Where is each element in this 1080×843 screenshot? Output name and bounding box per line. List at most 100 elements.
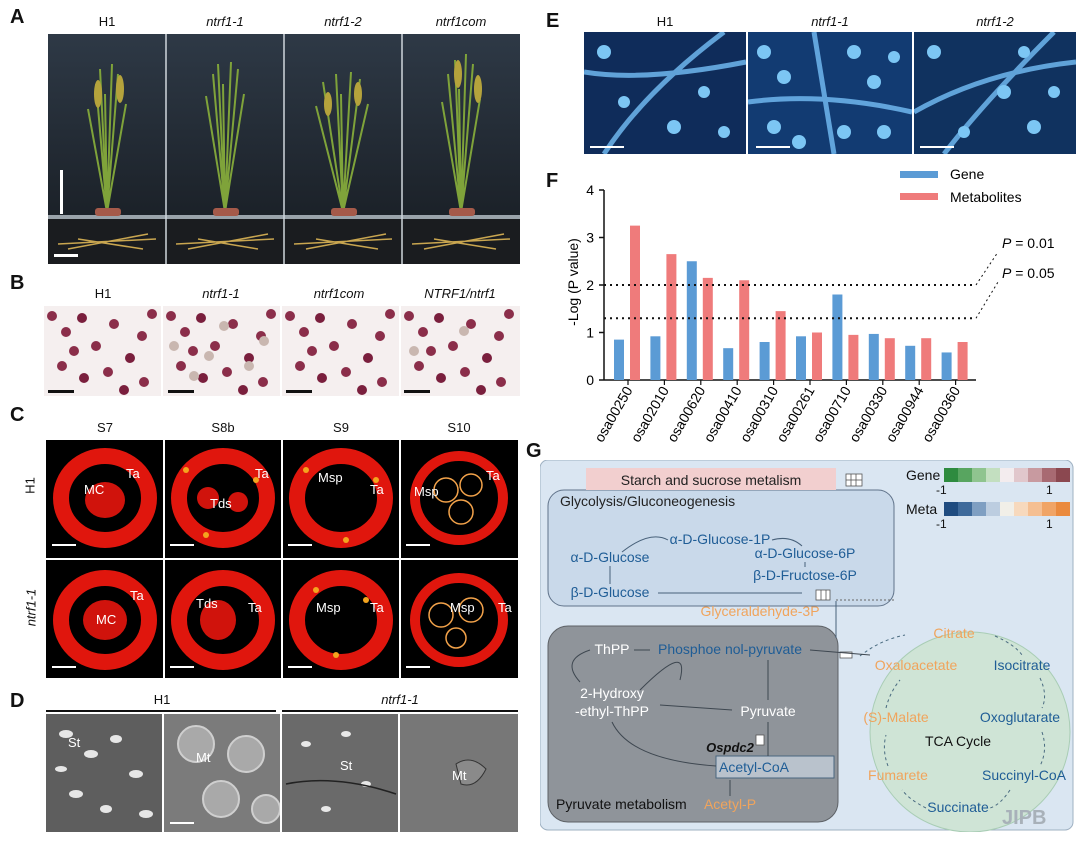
c-cell-label-ta: Ta	[498, 600, 512, 615]
g-journal-watermark: JIPB	[1002, 807, 1046, 829]
c-stage-s10: S10	[447, 420, 471, 435]
g-node-pyruvate: Pyruvate	[740, 703, 795, 719]
g-node-beta-glucose: β-D-Glucose	[571, 584, 650, 600]
d-label-st: St	[68, 735, 81, 750]
b-col-ntrf1com: ntrf1com	[313, 286, 365, 301]
a-col-ntrf1-2: ntrf1-2	[324, 14, 362, 29]
c-cell-label-mc: MC	[84, 482, 105, 497]
g-legend-gene-label: Gene	[906, 467, 940, 483]
panel-label-g: G	[526, 440, 542, 462]
b-scale-bar-1	[48, 390, 74, 393]
f-bar-gene-osa00620	[686, 261, 697, 380]
g-acetyl-coa-box	[715, 755, 835, 779]
g-node-pep: Phosphoe nol-pyruvate	[658, 641, 802, 657]
g-pyruvate-metabolism-label: Pyruvate metabolism	[556, 796, 687, 812]
f-bar-metabolites-osa00261	[812, 332, 822, 380]
g-node-acetyl-p: Acetyl-P	[704, 796, 756, 812]
f-bar-metabolites-osa00944	[921, 338, 932, 380]
g-legend-meta-max: 1	[1046, 517, 1053, 531]
d-label-st: St	[340, 758, 353, 773]
g-node-ospdc2: Ospdc2	[706, 740, 754, 755]
g-node-beta-fructose-6p: β-D-Fructose-6P	[753, 567, 857, 583]
panel-label-b: B	[10, 272, 25, 294]
a-col-ntrf1-1: ntrf1-1	[206, 14, 244, 29]
g-tca-circle	[869, 631, 1071, 832]
f-bar-gene-osa00261	[796, 336, 806, 380]
f-legend-metabolites-label: Metabolites	[950, 189, 1022, 205]
e-fluorescence-images	[584, 32, 1076, 154]
a-col-h1: H1	[98, 14, 116, 29]
c-confocal-images	[46, 440, 518, 678]
f-threshold-label: P = 0.01	[1002, 235, 1055, 251]
c-cell-label-mc: MC	[96, 612, 117, 627]
g-node-hydroxy-1: 2-Hydroxy	[580, 685, 644, 701]
g-node-alpha-glucose-6p: α-D-Glucose-6P	[755, 545, 856, 561]
g-node-oxaloacetate: Oxaloacetate	[875, 657, 958, 673]
c-cell-label-ta: Ta	[370, 600, 384, 615]
g-legend-meta-scale	[944, 502, 1070, 516]
f-bar-gene-osa00250	[614, 339, 624, 380]
a-plant-photos	[48, 34, 520, 264]
g-node-thpp: ThPP	[594, 641, 629, 657]
c-cell-label-ta: Ta	[370, 482, 384, 497]
c-cell-label-msp: Msp	[316, 600, 341, 615]
a-col-ntrf1com: ntrf1com	[435, 14, 487, 29]
b-scale-bar-3	[286, 390, 312, 393]
f-y-tick-label: 1	[586, 325, 594, 341]
g-node-glyceraldehyde-3p: Glyceraldehyde-3P	[700, 603, 819, 619]
g-node-alpha-glucose-1p: α-D-Glucose-1P	[670, 531, 771, 547]
g-title-bar	[586, 468, 836, 490]
d-group-line-ntrf1	[282, 710, 518, 712]
c-cell-label-tds: Tds	[196, 596, 218, 611]
f-bar-gene-osa00944	[905, 345, 916, 380]
b-col-complement: NTRF1/ntrf1	[424, 286, 496, 301]
g-link-pep-oaa	[809, 649, 871, 656]
f-bar-gene-osa00310	[759, 342, 770, 380]
g-heat-marker	[755, 734, 765, 746]
g-heat-marker	[839, 651, 853, 659]
panel-label-e: E	[546, 10, 560, 32]
c-cell-label-msp: Msp	[450, 600, 475, 615]
d-group-line-h1	[46, 710, 276, 712]
d-tem-images	[46, 714, 518, 832]
c-stage-s8b: S8b	[211, 420, 235, 435]
c-cell-label-ta: Ta	[255, 466, 269, 481]
f-legend-metabolites-swatch	[900, 193, 938, 200]
b-scale-bar-2	[168, 390, 194, 393]
b-col-ntrf1-1: ntrf1-1	[202, 286, 240, 301]
c-cell-label-ta: Ta	[486, 468, 500, 483]
g-node-oxoglutarate: Oxoglutarate	[980, 709, 1060, 725]
c-row-h1: H1	[22, 477, 38, 494]
f-bar-metabolites-osa00410	[739, 280, 750, 380]
e-col-h1: H1	[656, 14, 674, 29]
f-bar-metabolites-osa00310	[775, 311, 786, 380]
g-node-isocitrate: Isocitrate	[994, 657, 1051, 673]
f-legend-gene-swatch	[900, 171, 938, 178]
g-heat-marker	[815, 589, 831, 601]
b-col-h1: H1	[94, 286, 112, 301]
g-legend-gene-max: 1	[1046, 483, 1053, 497]
c-stage-s9: S9	[333, 420, 349, 435]
d-group-ntrf1-1: ntrf1-1	[381, 692, 419, 707]
f-bar-metabolites-osa00330	[884, 338, 895, 380]
g-node-succinyl-coa: Succinyl-CoA	[982, 767, 1067, 783]
g-legend-gene-min: -1	[936, 483, 947, 497]
g-node-alpha-glucose: α-D-Glucose	[571, 549, 650, 565]
panel-label-a: A	[10, 6, 25, 28]
panel-label-d: D	[10, 690, 25, 712]
d-group-h1: H1	[153, 692, 171, 707]
g-node-succinate: Succinate	[927, 799, 989, 815]
f-y-axis-label: -Log (P value)	[565, 238, 581, 326]
f-legend-gene-label: Gene	[950, 168, 984, 182]
g-glycolysis-label: Glycolysis/Gluconeogenesis	[560, 493, 735, 509]
f-bar-gene-osa02010	[650, 336, 661, 380]
a-scale-bar	[54, 254, 78, 257]
f-bar-metabolites-osa02010	[666, 254, 677, 380]
c-cell-label-tds: Tds	[210, 496, 232, 511]
f-threshold-leader	[975, 281, 999, 319]
panel-label-f: F	[546, 170, 559, 192]
panel-label-c: C	[10, 404, 25, 426]
a-scale-bar-vertical	[60, 170, 63, 214]
g-heat-marker	[845, 473, 863, 487]
